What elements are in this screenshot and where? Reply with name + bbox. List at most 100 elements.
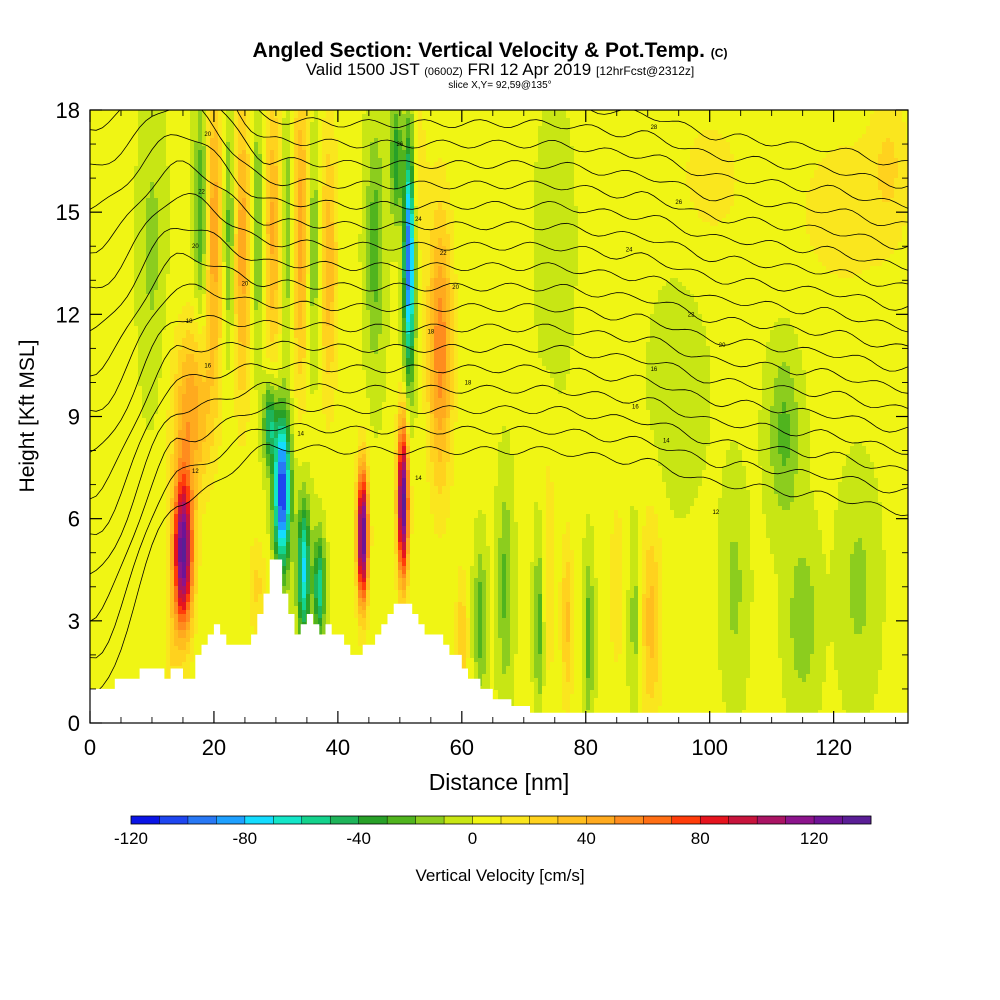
velocity-cell: [538, 178, 543, 183]
velocity-cell: [742, 202, 747, 207]
velocity-cell: [870, 162, 875, 167]
velocity-cell: [526, 186, 531, 191]
velocity-cell: [170, 154, 175, 159]
velocity-cell: [734, 202, 739, 207]
velocity-cell: [658, 202, 663, 207]
velocity-cell: [358, 118, 363, 123]
velocity-cell: [818, 130, 823, 135]
velocity-cell: [506, 118, 511, 123]
velocity-cell: [766, 190, 771, 195]
velocity-cell: [422, 202, 427, 207]
velocity-cell: [566, 166, 571, 171]
velocity-cell: [226, 198, 231, 203]
velocity-cell: [662, 182, 667, 187]
velocity-cell: [94, 138, 99, 143]
velocity-cell: [498, 118, 503, 123]
velocity-cell: [350, 202, 355, 207]
velocity-cell: [714, 122, 719, 127]
velocity-cell: [634, 158, 639, 163]
velocity-cell: [722, 194, 727, 199]
velocity-cell: [114, 206, 119, 211]
velocity-cell: [474, 158, 479, 163]
velocity-cell: [730, 122, 735, 127]
velocity-cell: [102, 158, 107, 163]
velocity-cell: [406, 194, 411, 199]
velocity-cell: [702, 126, 707, 131]
velocity-cell: [410, 134, 415, 139]
velocity-cell: [878, 130, 883, 135]
velocity-cell: [250, 134, 255, 139]
velocity-cell: [290, 158, 295, 163]
velocity-cell: [106, 110, 111, 115]
velocity-cell: [254, 206, 259, 211]
velocity-cell: [446, 162, 451, 167]
velocity-cell: [138, 126, 143, 131]
velocity-cell: [374, 198, 379, 203]
velocity-cell: [626, 178, 631, 183]
velocity-cell: [342, 174, 347, 179]
velocity-cell: [722, 182, 727, 187]
velocity-cell: [806, 158, 811, 163]
velocity-cell: [738, 166, 743, 171]
velocity-cell: [382, 178, 387, 183]
velocity-cell: [390, 166, 395, 171]
velocity-cell: [622, 170, 627, 175]
velocity-cell: [418, 166, 423, 171]
velocity-cell: [242, 178, 247, 183]
velocity-cell: [874, 138, 879, 143]
velocity-cell: [838, 194, 843, 199]
velocity-cell: [442, 182, 447, 187]
velocity-cell: [850, 138, 855, 143]
velocity-cell: [590, 182, 595, 187]
velocity-cell: [730, 198, 735, 203]
velocity-cell: [254, 166, 259, 171]
velocity-cell: [186, 166, 191, 171]
velocity-cell: [126, 110, 131, 115]
velocity-cell: [114, 178, 119, 183]
velocity-cell: [282, 114, 287, 119]
velocity-cell: [238, 170, 243, 175]
velocity-cell: [234, 170, 239, 175]
velocity-cell: [586, 130, 591, 135]
velocity-cell: [666, 146, 671, 151]
velocity-cell: [314, 142, 319, 147]
velocity-cell: [422, 126, 427, 131]
velocity-cell: [530, 174, 535, 179]
velocity-cell: [218, 158, 223, 163]
velocity-cell: [850, 178, 855, 183]
velocity-cell: [578, 198, 583, 203]
velocity-cell: [886, 186, 891, 191]
velocity-cell: [574, 134, 579, 139]
velocity-cell: [454, 114, 459, 119]
velocity-cell: [138, 146, 143, 151]
velocity-cell: [166, 126, 171, 131]
velocity-cell: [882, 158, 887, 163]
velocity-cell: [862, 134, 867, 139]
velocity-cell: [190, 194, 195, 199]
velocity-cell: [770, 186, 775, 191]
velocity-cell: [274, 122, 279, 127]
velocity-cell: [578, 126, 583, 131]
velocity-cell: [122, 118, 127, 123]
velocity-cell: [678, 138, 683, 143]
velocity-cell: [194, 138, 199, 143]
velocity-cell: [194, 206, 199, 211]
velocity-cell: [314, 170, 319, 175]
velocity-cell: [858, 146, 863, 151]
velocity-cell: [374, 130, 379, 135]
velocity-cell: [262, 118, 267, 123]
velocity-cell: [718, 110, 723, 115]
velocity-cell: [118, 162, 123, 167]
velocity-cell: [146, 174, 151, 179]
velocity-cell: [210, 110, 215, 115]
velocity-cell: [194, 130, 199, 135]
velocity-cell: [110, 174, 115, 179]
velocity-cell: [902, 198, 907, 203]
velocity-cell: [274, 150, 279, 155]
velocity-cell: [642, 122, 647, 127]
velocity-cell: [578, 114, 583, 119]
velocity-cell: [474, 170, 479, 175]
velocity-cell: [838, 118, 843, 123]
velocity-cell: [382, 162, 387, 167]
velocity-cell: [674, 142, 679, 147]
